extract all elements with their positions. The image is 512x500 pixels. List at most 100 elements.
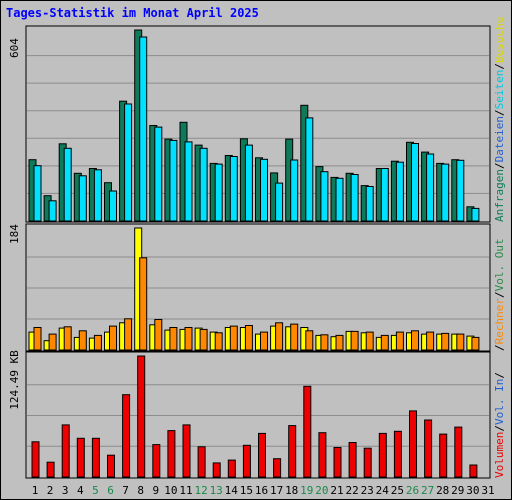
bar-dateien xyxy=(365,186,374,222)
x-tick-label: 6 xyxy=(107,484,114,497)
legend-entry: Dateien xyxy=(493,116,506,162)
bar-rechner xyxy=(380,334,389,351)
bar-dateien xyxy=(109,190,117,222)
legend-entry: / xyxy=(493,344,506,351)
bar-volumen xyxy=(288,425,297,478)
bar-volumen xyxy=(242,444,251,478)
bar-dateien xyxy=(184,141,193,222)
x-tick-label: 21 xyxy=(330,484,343,497)
legend-entry: / xyxy=(493,63,506,70)
legend-entry: Anfragen xyxy=(493,169,506,222)
bar-dateien xyxy=(139,36,148,222)
bar-dateien xyxy=(471,207,480,222)
bar-volumen xyxy=(454,426,463,478)
bar-volumen xyxy=(212,462,221,478)
x-tick-label: 31 xyxy=(481,484,494,497)
bar-rechner xyxy=(109,325,117,351)
bar-rechner xyxy=(48,333,57,351)
page-title: Tages-Statistik im Monat April 2025 xyxy=(6,6,259,20)
bar-volumen xyxy=(333,447,342,478)
bar-volumen xyxy=(137,355,146,478)
bar-rechner xyxy=(169,327,178,351)
bar-dateien xyxy=(169,139,178,222)
bar-dateien xyxy=(350,174,359,222)
bar-dateien xyxy=(93,169,102,222)
legend-bottom: Volumen/Vol. In/ xyxy=(493,372,506,478)
bar-rechner xyxy=(275,322,284,351)
bar-rechner xyxy=(335,334,344,351)
bar-volumen xyxy=(378,432,387,478)
x-tick-label: 25 xyxy=(391,484,404,497)
x-tick-label: 20 xyxy=(315,484,328,497)
legend-entry: Volumen xyxy=(493,432,506,478)
legend-entry: / xyxy=(493,162,506,169)
bar-dateien xyxy=(441,163,450,222)
bar-volumen xyxy=(227,459,236,478)
x-tick-label: 11 xyxy=(179,484,192,497)
x-tick-label: 3 xyxy=(62,484,69,497)
bar-rechner xyxy=(426,331,435,351)
bar-volumen xyxy=(393,430,402,478)
bar-rechner xyxy=(305,330,314,351)
legend-entry: Vol. In xyxy=(493,379,506,425)
bar-rechner xyxy=(244,325,253,351)
bar-rechner xyxy=(471,336,480,351)
volume-max-label: 124.49 KB xyxy=(8,350,21,410)
bar-volumen xyxy=(424,419,433,478)
bar-rechner xyxy=(184,327,193,351)
bar-dateien xyxy=(244,144,253,222)
bar-volumen xyxy=(348,442,357,478)
bar-dateien xyxy=(260,158,268,222)
legend-entry: Rechner xyxy=(493,298,506,345)
x-tick-label: 27 xyxy=(421,484,434,497)
x-tick-label: 24 xyxy=(376,484,390,497)
bar-volumen xyxy=(182,424,191,478)
bar-dateien xyxy=(320,171,329,222)
bar-dateien xyxy=(33,165,42,222)
bar-volumen xyxy=(273,458,282,478)
x-tick-label: 28 xyxy=(436,484,449,497)
x-tick-label: 13 xyxy=(210,484,223,497)
legend-entry: Besuche xyxy=(493,17,506,63)
x-tick-label: 22 xyxy=(345,484,358,497)
bar-volumen xyxy=(31,441,40,478)
bar-rechner xyxy=(63,326,72,351)
legend-top: Anfragen/Dateien/Seiten/Besuche xyxy=(493,17,506,222)
bar-dateien xyxy=(78,175,87,222)
x-tick-label: 30 xyxy=(466,484,479,497)
bar-volumen xyxy=(303,385,312,478)
bar-rechner xyxy=(395,331,404,351)
bar-dateien xyxy=(426,153,435,222)
legend-middle: /Rechner/Vol. Out xyxy=(493,238,506,351)
x-tick-label: 9 xyxy=(152,484,159,497)
bar-dateien xyxy=(199,147,208,222)
bar-volumen xyxy=(152,444,161,478)
bar-volumen xyxy=(61,424,70,478)
bar-dateien xyxy=(305,117,314,222)
bar-rechner xyxy=(411,330,419,351)
x-tick-label: 29 xyxy=(451,484,464,497)
bar-rechner xyxy=(214,332,223,351)
bar-dateien xyxy=(411,143,419,222)
bar-dateien xyxy=(214,163,223,222)
x-tick-label: 19 xyxy=(300,484,313,497)
bar-rechner xyxy=(365,331,374,351)
legend-entry: / xyxy=(493,372,506,379)
bar-dateien xyxy=(290,159,299,222)
legend-entry: / xyxy=(493,291,506,298)
bar-rechner xyxy=(350,330,359,351)
bar-dateien xyxy=(154,126,163,222)
bar-volumen xyxy=(107,454,115,478)
bar-dateien xyxy=(380,168,389,222)
legend-entry: Seiten xyxy=(493,70,506,110)
bar-rechner xyxy=(154,319,163,351)
bar-volumen xyxy=(439,433,448,478)
bar-volumen xyxy=(197,446,206,478)
bar-dateien xyxy=(395,161,404,222)
bar-rechner xyxy=(320,334,329,351)
bar-volumen xyxy=(122,394,131,478)
bar-rechner xyxy=(199,328,208,351)
x-tick-label: 12 xyxy=(194,484,207,497)
x-tick-label: 15 xyxy=(240,484,253,497)
